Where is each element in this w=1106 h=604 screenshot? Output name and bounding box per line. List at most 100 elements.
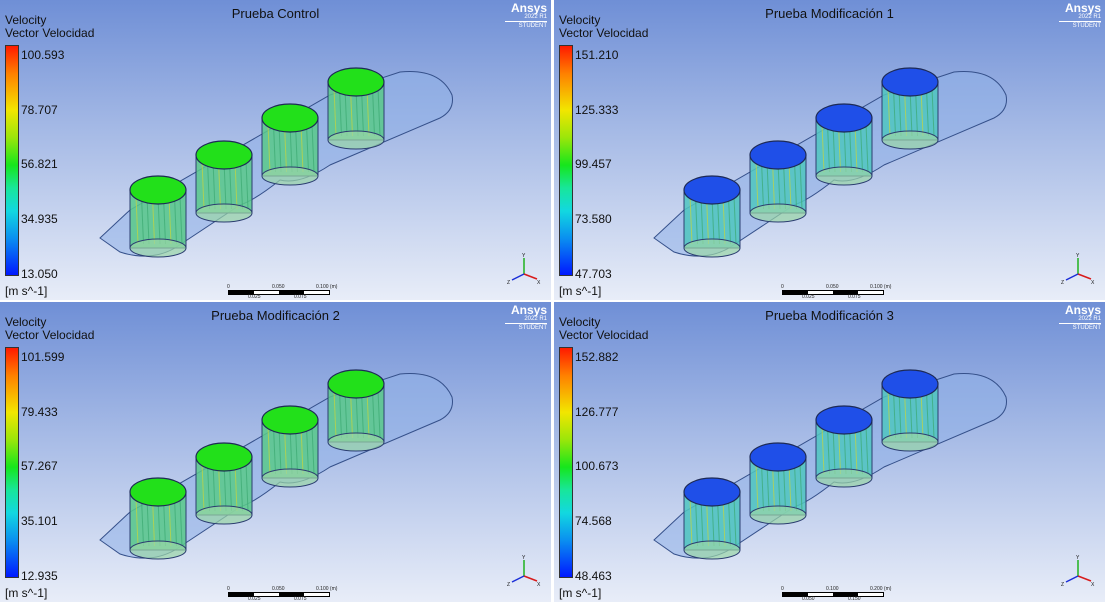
scale-q1: 0.050	[802, 596, 815, 602]
scale-bar: 0 0.050 0.100 (m) 0.025 0.075	[227, 284, 338, 300]
velocity-vector	[700, 195, 704, 245]
legend-subtitle: Vector Velocidad	[559, 26, 649, 40]
axis-x-label: X	[1091, 280, 1095, 286]
scale-bar: 0 0.100 0.200 (m) 0.050 0.150	[781, 586, 892, 602]
intake-runner	[881, 67, 939, 150]
runner-inlet	[683, 175, 741, 205]
velocity-vector	[755, 160, 759, 210]
panel-title: Prueba Modificación 1	[765, 6, 894, 21]
runner-inlet	[683, 477, 741, 507]
scale-end: 0.100 (m)	[316, 284, 338, 290]
velocity-vector	[689, 195, 693, 245]
scale-bar: 0 0.050 0.100 (m) 0.025 0.075	[227, 586, 338, 602]
velocity-vector	[234, 160, 238, 210]
legend-tick: 126.777	[575, 405, 619, 419]
scale-start: 0	[781, 586, 784, 592]
runner-base	[881, 432, 939, 452]
axis-y-label: Y	[522, 253, 526, 259]
velocity-vector	[278, 123, 282, 173]
velocity-vector	[333, 389, 337, 439]
velocity-vector	[306, 425, 309, 475]
velocity-vector	[366, 389, 370, 439]
axis-x-line	[523, 273, 538, 280]
velocity-vector	[733, 497, 737, 547]
velocity-vector	[755, 462, 759, 512]
velocity-vector-scene	[99, 369, 453, 560]
velocity-vector	[860, 123, 863, 173]
scale-end: 0.100 (m)	[870, 284, 892, 290]
scale-start: 0	[227, 586, 230, 592]
logo-version: 2022 R1	[1078, 316, 1101, 322]
legend-tick: 35.101	[21, 514, 58, 528]
axis-x-label: X	[537, 582, 541, 588]
legend-title: Velocity	[559, 13, 601, 27]
manifold-plate	[653, 67, 1007, 258]
velocity-vector	[821, 425, 825, 475]
velocity-vector	[141, 497, 144, 547]
velocity-vector	[700, 497, 704, 547]
velocity-vector	[168, 497, 172, 547]
velocity-vector	[267, 425, 271, 475]
axis-z-line	[511, 273, 525, 281]
velocity-vector	[920, 389, 924, 439]
scale-bar-graphic	[782, 592, 884, 597]
logo-version: 2022 R1	[524, 316, 547, 322]
velocity-vector	[344, 389, 348, 439]
velocity-vector	[207, 160, 210, 210]
legend-title: Velocity	[5, 315, 47, 329]
intake-runner	[683, 175, 741, 258]
velocity-vector	[821, 123, 825, 173]
axis-y-label: Y	[1076, 253, 1080, 259]
velocity-vector	[728, 195, 731, 245]
manifold-plate	[653, 369, 1007, 560]
velocity-vector	[766, 160, 770, 210]
velocity-vector	[832, 425, 836, 475]
intake-runner	[195, 442, 253, 525]
velocity-vector	[207, 462, 210, 512]
velocity-vector	[893, 389, 896, 439]
velocity-vector	[689, 497, 693, 547]
scale-q1: 0.025	[248, 596, 261, 602]
legend-units: [m s^-1]	[5, 284, 48, 298]
velocity-vector	[931, 87, 935, 137]
scale-q3: 0.075	[848, 294, 861, 300]
runner-base	[881, 130, 939, 150]
scale-bar: 0 0.050 0.100 (m) 0.025 0.075	[781, 284, 892, 300]
velocity-vector	[212, 160, 216, 210]
legend-tick: 12.935	[21, 569, 58, 583]
velocity-vector	[146, 497, 150, 547]
panel-prueba-modificacion-1[interactable]: Prueba Modificación 1 Velocity Vector Ve…	[554, 0, 1105, 300]
runner-base	[815, 468, 873, 488]
velocity-vector	[865, 425, 869, 475]
axis-triad-icon: Y X Z	[1061, 253, 1095, 286]
legend-tick: 48.463	[575, 569, 612, 583]
logo-name: Ansys	[510, 303, 547, 317]
scale-end: 0.200 (m)	[870, 586, 892, 592]
velocity-vector	[366, 87, 370, 137]
legend-title: Velocity	[559, 315, 601, 329]
velocity-vector	[827, 123, 830, 173]
velocity-vector	[135, 195, 139, 245]
axis-x-line	[1077, 575, 1092, 582]
panel-prueba-modificacion-3[interactable]: Prueba Modificación 3 Velocity Vector Ve…	[554, 302, 1105, 602]
logo-name: Ansys	[510, 1, 547, 15]
legend-tick: 125.333	[575, 103, 619, 117]
axis-z-line	[511, 575, 525, 583]
velocity-vector	[333, 87, 337, 137]
axis-x-line	[523, 575, 538, 582]
axis-z-line	[1065, 273, 1079, 281]
velocity-vector	[794, 160, 797, 210]
panel-title: Prueba Control	[231, 6, 320, 21]
runner-base	[815, 166, 873, 186]
runner-inlet	[261, 103, 319, 133]
velocity-vector	[306, 123, 309, 173]
scale-q1: 0.025	[248, 294, 261, 300]
runner-inlet	[815, 405, 873, 435]
intake-runner	[815, 103, 873, 186]
legend-units: [m s^-1]	[559, 586, 602, 600]
panel-prueba-modificacion-2[interactable]: Prueba Modificación 2 Velocity Vector Ve…	[0, 302, 551, 602]
scale-q3: 0.075	[294, 596, 307, 602]
legend-tick: 100.673	[575, 459, 619, 473]
legend-tick: 151.210	[575, 48, 619, 62]
panel-prueba-control[interactable]: Prueba Control Velocity Vector Velocidad…	[0, 0, 551, 300]
